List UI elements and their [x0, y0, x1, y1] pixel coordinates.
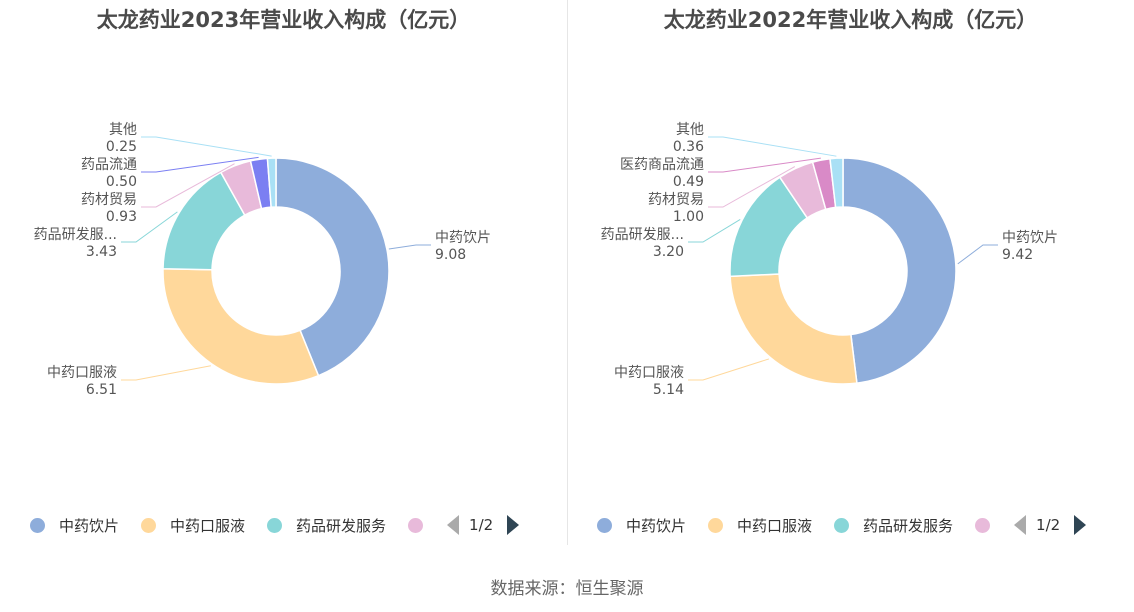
chart-panel-2023: 太龙药业2023年营业收入构成（亿元） 中药饮片 9.08 中药口服液 6.51 药品研…: [0, 0, 567, 545]
chart-title: 太龙药业2023年营业收入构成（亿元）: [96, 8, 471, 32]
legend-dot: [267, 517, 283, 533]
pager-prev-icon[interactable]: [447, 515, 460, 535]
data-source: 数据来源：恒生聚源: [490, 579, 644, 599]
slice-name-label: 药材贸易: [81, 192, 137, 208]
slice-name-label: 其他: [676, 122, 704, 138]
slice-value-label: 6.51: [86, 382, 117, 398]
slice-value-label: 0.50: [106, 174, 137, 190]
legend-item[interactable]: [408, 517, 437, 533]
legend-label: 中药饮片: [59, 516, 120, 535]
slice-value-label: 9.08: [435, 247, 466, 263]
donut-slice[interactable]: [729, 273, 858, 385]
slice-name-label: 药品研发服...: [34, 227, 117, 243]
slice-name-label: 其他: [109, 122, 137, 138]
leader-line: [708, 136, 837, 157]
slice-name-label: 药品研发服...: [601, 227, 684, 243]
legend-item[interactable]: 中药口服液: [708, 515, 812, 536]
slice-value-label: 0.25: [106, 139, 137, 155]
legend-item[interactable]: 中药饮片: [30, 515, 119, 536]
leader-line: [141, 163, 235, 208]
legend-item[interactable]: 药品研发服务: [834, 515, 953, 536]
donut-slice[interactable]: [829, 157, 844, 209]
slice-value-label: 0.93: [106, 209, 137, 225]
slice-value-label: 3.43: [86, 244, 117, 260]
leader-line: [141, 136, 272, 157]
legend: 中药饮片 中药口服液 药品研发服务 1/2: [597, 512, 1087, 538]
legend-item[interactable]: 药品研发服务: [267, 515, 386, 536]
legend-label: 中药饮片: [626, 516, 687, 535]
slice-value-label: 0.49: [673, 174, 704, 190]
slice-value-label: 1.00: [673, 209, 704, 225]
leader-line: [957, 244, 998, 265]
leader-line: [708, 157, 821, 173]
slice-value-label: 3.20: [653, 244, 684, 260]
legend-item[interactable]: 中药口服液: [141, 515, 245, 536]
pager-next-icon[interactable]: [1074, 515, 1087, 535]
legend-item[interactable]: 中药饮片: [597, 515, 686, 536]
pager-text: 1/2: [469, 516, 494, 534]
slice-name-label: 中药饮片: [1002, 230, 1058, 246]
leader-line: [121, 365, 211, 381]
legend: 中药饮片 中药口服液 药品研发服务 1/2: [30, 512, 520, 538]
donut-slice[interactable]: [275, 157, 390, 377]
chart-title: 太龙药业2022年营业收入构成（亿元）: [663, 8, 1038, 32]
pager-text: 1/2: [1036, 516, 1061, 534]
legend-dot: [834, 517, 850, 533]
legend-dot: [408, 517, 424, 533]
pager-next-icon[interactable]: [507, 515, 520, 535]
legend-dot: [708, 517, 724, 533]
slice-name-label: 中药饮片: [435, 230, 491, 246]
slice-name-label: 医药商品流通: [620, 157, 704, 173]
panel-divider: [567, 0, 568, 545]
slice-value-label: 0.36: [673, 139, 704, 155]
legend-label: 中药口服液: [170, 516, 246, 535]
slice-name-label: 药品流通: [81, 157, 137, 173]
legend-pager: 1/2: [447, 515, 520, 535]
leader-line: [688, 218, 741, 243]
legend-label: 药品研发服务: [296, 516, 387, 535]
slice-value-label: 5.14: [653, 382, 684, 398]
donut-slice[interactable]: [162, 268, 320, 385]
leader-line: [141, 156, 259, 173]
leader-line: [688, 358, 770, 381]
slice-value-label: 9.42: [1002, 247, 1033, 263]
pager-prev-icon[interactable]: [1014, 515, 1027, 535]
leader-line: [121, 211, 178, 243]
leader-line: [388, 244, 431, 250]
legend-dot: [597, 517, 612, 533]
slice-name-label: 药材贸易: [648, 192, 704, 208]
donut-slice[interactable]: [266, 157, 277, 208]
slice-name-label: 中药口服液: [47, 365, 117, 381]
legend-label: 药品研发服务: [863, 516, 954, 535]
legend-dot: [975, 517, 991, 533]
legend-dot: [30, 517, 45, 533]
legend-pager: 1/2: [1014, 515, 1087, 535]
donut-slice[interactable]: [842, 157, 957, 384]
legend-item[interactable]: [975, 517, 1004, 533]
legend-label: 中药口服液: [737, 516, 813, 535]
slice-name-label: 中药口服液: [614, 365, 684, 381]
legend-dot: [141, 517, 157, 533]
chart-panel-2022: 太龙药业2022年营业收入构成（亿元） 中药饮片 9.42 中药口服液 5.14 药品研…: [567, 0, 1134, 545]
leader-line: [708, 166, 796, 208]
